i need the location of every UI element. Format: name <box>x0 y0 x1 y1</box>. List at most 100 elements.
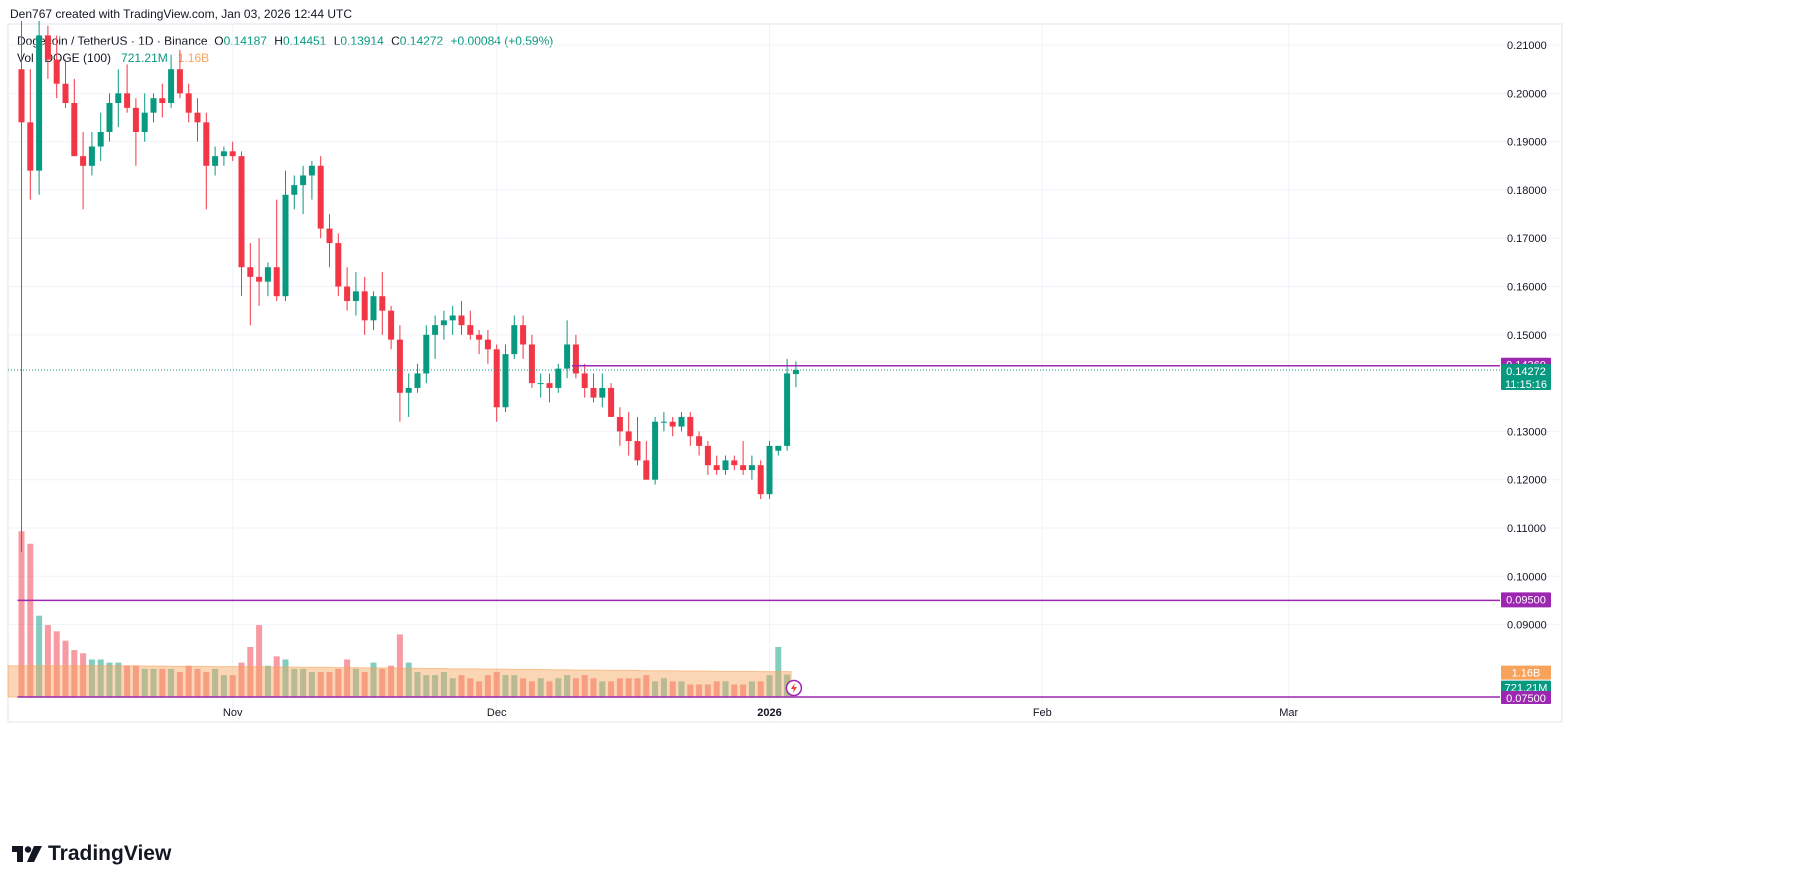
candle-body <box>132 107 139 132</box>
volume-bar <box>572 678 579 697</box>
tradingview-wordmark: TradingView <box>48 842 172 865</box>
level-tag-text: 0.07500 <box>1506 693 1546 705</box>
price-tick-label: 0.16000 <box>1507 282 1547 294</box>
candle-body <box>273 267 280 297</box>
low-value: 0.13914 <box>340 34 384 48</box>
price-tick-label: 0.09000 <box>1507 620 1547 632</box>
candle-body <box>212 156 219 166</box>
price-tick-label: 0.10000 <box>1507 571 1547 583</box>
volume-bar <box>88 659 95 697</box>
candle-body <box>775 445 782 451</box>
candle-body <box>484 339 491 350</box>
volume-bar <box>757 681 764 697</box>
candle-body <box>264 267 271 282</box>
candle <box>581 363 588 398</box>
candle-body <box>159 98 166 104</box>
price-axis: 0.21000 0.20000 0.19000 0.18000 0.17000 0.160… <box>1507 40 1547 631</box>
candle <box>238 151 245 297</box>
candle <box>660 412 667 432</box>
candle-body <box>71 103 78 157</box>
candle-body <box>766 445 773 495</box>
time-tick-label: Dec <box>487 707 507 719</box>
candle <box>229 141 236 161</box>
candle-body <box>335 243 342 287</box>
candle <box>678 412 685 432</box>
volume-bar <box>326 671 333 697</box>
candle <box>467 310 474 340</box>
volume-bar <box>405 662 412 697</box>
volume-bar <box>264 665 271 697</box>
volume-ma-value: 1.16B <box>177 51 210 65</box>
high-value: 0.14451 <box>282 34 327 48</box>
price-tick-label: 0.17000 <box>1507 233 1547 245</box>
candle-body <box>546 383 553 388</box>
candle <box>740 441 747 475</box>
candle-body <box>625 431 632 442</box>
candle-body <box>124 93 131 108</box>
volume-bar <box>713 681 720 697</box>
candle-body <box>344 286 351 302</box>
volume-bar <box>124 665 131 697</box>
volume-bar <box>449 678 456 697</box>
candle <box>757 460 764 500</box>
volume-bar <box>71 650 78 697</box>
symbol-name[interactable]: Dogecoin / TetherUS · 1D · Binance <box>17 34 208 48</box>
volume-bar <box>53 631 60 697</box>
volume-bar <box>273 656 280 697</box>
candle-body <box>458 315 465 326</box>
candle <box>476 329 483 355</box>
price-tags: 0.143600.1427211:15:160.095001.16B721.21… <box>785 357 1551 705</box>
volume-bar <box>352 668 359 697</box>
candle-body <box>80 156 87 166</box>
volume-bar <box>476 681 483 697</box>
volume-bar <box>256 625 263 697</box>
candle-body <box>423 334 430 374</box>
candle-body <box>220 151 227 157</box>
candle-body <box>97 131 104 147</box>
volume-bar <box>546 681 553 697</box>
candle <box>696 431 703 456</box>
price-tick-label: 0.21000 <box>1507 40 1547 52</box>
candle <box>27 69 34 200</box>
volume-bar <box>599 681 606 697</box>
candle-body <box>256 276 263 282</box>
volume-bar <box>660 678 667 697</box>
close-label: C <box>391 34 400 48</box>
volume-bar <box>361 671 368 697</box>
candle <box>88 131 95 176</box>
candle-body <box>502 354 509 408</box>
candle <box>616 407 623 446</box>
candle <box>194 98 201 142</box>
volume-bar <box>106 662 113 697</box>
candle <box>572 334 579 379</box>
replay-bolt-icon[interactable] <box>785 679 803 697</box>
price-tick-label: 0.19000 <box>1507 137 1547 149</box>
volume-bar <box>608 681 615 697</box>
volume-bar <box>731 684 738 697</box>
candle <box>643 441 650 480</box>
volume-bar <box>132 665 139 697</box>
volume-bar <box>300 668 307 697</box>
candle <box>18 20 25 553</box>
candle <box>652 416 659 485</box>
volume-bar <box>247 646 254 697</box>
volume-bar <box>625 678 632 697</box>
candle-body <box>414 373 421 388</box>
candle-body <box>792 369 799 375</box>
candle-body <box>713 465 720 471</box>
tradingview-logo[interactable]: TradingView <box>12 842 171 866</box>
candle-body <box>36 35 43 171</box>
last-price-tag-bg <box>1501 363 1551 390</box>
volume-bar <box>159 668 166 697</box>
candle-body <box>150 98 157 113</box>
volume-bar <box>194 668 201 697</box>
volume-bar <box>185 665 192 697</box>
candle <box>722 455 729 475</box>
open-label: O <box>214 34 224 48</box>
open-value: 0.14187 <box>223 34 267 48</box>
volume-bar <box>722 681 729 697</box>
volume-bar <box>423 675 430 697</box>
candle <box>775 445 782 456</box>
